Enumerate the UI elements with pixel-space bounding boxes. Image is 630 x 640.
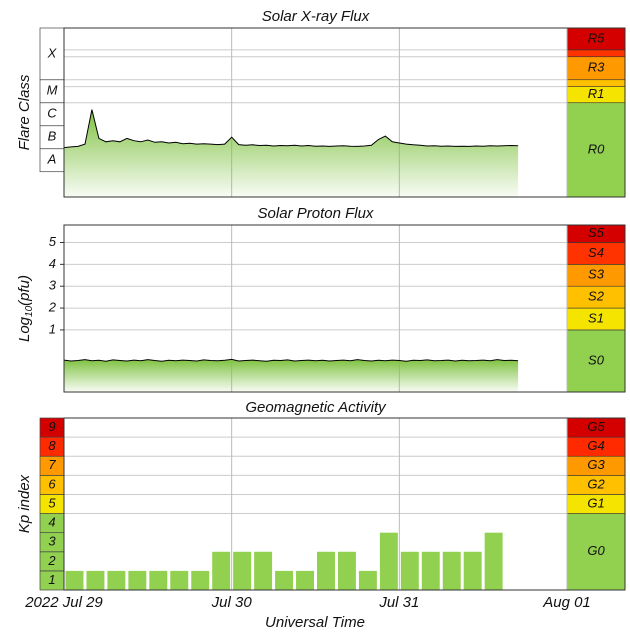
scale-band [566, 49, 626, 58]
flux-area [64, 359, 519, 392]
kp-bar [191, 570, 210, 590]
scale-label: S1 [588, 310, 604, 325]
class-label: 2 [47, 553, 56, 568]
chart-title: Solar X-ray Flux [262, 8, 370, 25]
class-label: 3 [48, 534, 56, 549]
x-axis-label: Universal Time [265, 614, 365, 631]
y-axis-label: Log10(pfu) [16, 275, 35, 342]
plot-frame [63, 224, 626, 393]
y-tick-label: 2 [48, 300, 57, 315]
scale-label: G1 [587, 495, 604, 510]
chart-title: Solar Proton Flux [258, 205, 374, 222]
class-label: 8 [48, 438, 56, 453]
kp-bar [149, 570, 168, 590]
y-axis-label: Flare Class [16, 74, 33, 150]
class-label: X [47, 45, 58, 60]
y-tick-label: 1 [49, 321, 56, 336]
class-label: 7 [48, 457, 56, 472]
kp-bar [107, 570, 126, 590]
scale-label: S0 [588, 352, 605, 367]
x-tick-label: Jul 30 [211, 594, 253, 611]
y-label-rest: (pfu) [16, 275, 33, 306]
y-label-base: Log [16, 316, 33, 342]
scale-band [566, 102, 626, 198]
class-label: B [48, 129, 57, 144]
kp-bar [275, 570, 294, 590]
kp-bar [128, 570, 147, 590]
kp-bar [463, 551, 482, 590]
plot-frame [63, 27, 626, 198]
kp-bar [379, 532, 398, 590]
kp-bar [170, 570, 189, 590]
kp-bar [65, 570, 84, 590]
class-label: 5 [48, 495, 56, 510]
scale-label: G0 [587, 543, 605, 558]
scale-label: G3 [587, 457, 605, 472]
kp-bar [233, 551, 252, 590]
scale-label: S2 [588, 289, 605, 304]
y-tick-label: 4 [49, 256, 56, 271]
flux-line [63, 358, 519, 362]
flux-area [64, 109, 519, 197]
scale-label: G2 [587, 476, 605, 491]
kp-bar [421, 551, 440, 590]
x-tick-label: 2022 Jul 29 [24, 594, 103, 611]
class-label: M [47, 83, 58, 98]
plot-background [64, 418, 567, 590]
kp-bar [337, 551, 356, 590]
kp-bar [212, 551, 231, 590]
plot-frame [63, 417, 626, 591]
y-label-sub: 10 [24, 305, 35, 317]
scale-label: R5 [588, 30, 605, 45]
scale-label: R3 [588, 60, 605, 75]
class-label: A [47, 152, 57, 167]
scale-band [566, 79, 626, 87]
y-tick-label: 3 [49, 278, 57, 293]
scale-label: G5 [587, 419, 605, 434]
scale-band [566, 329, 626, 393]
scale-label: S4 [588, 245, 604, 260]
x-tick-label: Jul 31 [378, 594, 419, 611]
kp-bar [86, 570, 105, 590]
kp-bar [400, 551, 419, 590]
scale-label: G4 [587, 438, 604, 453]
kp-bar [317, 551, 335, 590]
scale-label: R1 [588, 86, 605, 101]
scale-label: S5 [588, 225, 605, 240]
kp-bar [296, 570, 314, 590]
class-label: 9 [48, 419, 55, 434]
kp-bar [254, 551, 273, 590]
class-label: 1 [48, 572, 55, 587]
chart-title: Geomagnetic Activity [245, 399, 387, 416]
y-tick-label: 5 [49, 234, 57, 249]
scale-band [566, 513, 626, 591]
scale-label: R0 [588, 141, 605, 156]
kp-bar [358, 570, 377, 590]
class-label: C [47, 106, 57, 121]
flux-line [63, 109, 519, 149]
class-label: 4 [48, 515, 55, 530]
x-tick-label: Aug 01 [542, 594, 591, 611]
kp-bar [442, 551, 461, 590]
kp-bar [484, 532, 503, 590]
y-axis-label: Kp index [16, 474, 33, 533]
class-label: 6 [48, 476, 56, 491]
scale-label: S3 [588, 267, 605, 282]
